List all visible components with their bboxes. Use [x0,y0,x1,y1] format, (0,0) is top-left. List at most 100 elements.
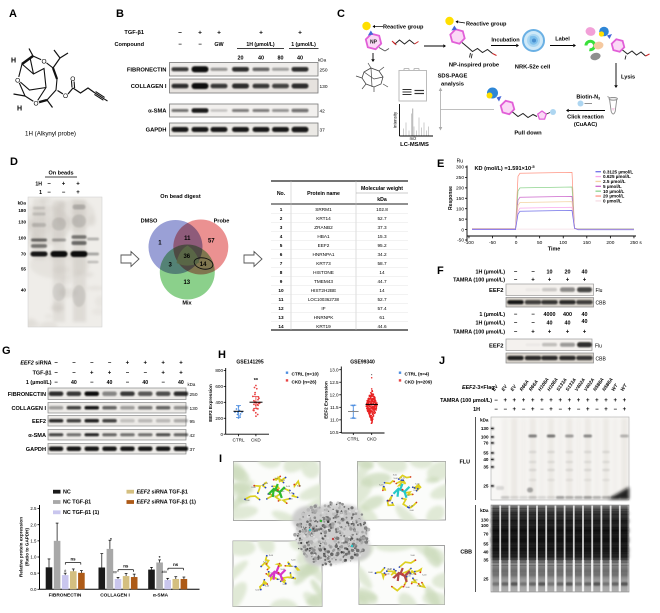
svg-text:40: 40 [297,56,303,62]
svg-text:40: 40 [582,270,588,276]
svg-text:1.0: 1.0 [30,555,37,560]
svg-text:−: − [72,361,76,367]
svg-text:CBB: CBB [596,357,607,363]
svg-text:+: + [217,30,221,37]
svg-text:−: − [126,380,130,386]
svg-text:X-00: X-00 [413,579,418,581]
svg-text:1H (µmol/L): 1H (µmol/L) [246,42,275,48]
svg-text:−: − [143,371,147,377]
svg-text:0: 0 [220,432,223,437]
svg-text:2.0: 2.0 [30,522,37,527]
svg-text:O: O [41,58,46,65]
svg-text:57.4: 57.4 [377,306,387,311]
svg-text:12: 12 [278,306,284,311]
svg-text:36: 36 [183,254,190,260]
svg-text:G: G [2,345,11,357]
svg-text:X-00: X-00 [393,474,398,476]
svg-text:1H (µmol/L): 1H (µmol/L) [476,270,506,276]
svg-text:−: − [577,407,581,413]
svg-text:130: 130 [481,518,489,523]
svg-text:13.0: 13.0 [330,367,339,372]
svg-text:On beads: On beads [48,171,73,177]
svg-text:EEF2-3×Flag: EEF2-3×Flag [462,385,495,391]
svg-text:m/z: m/z [410,136,417,141]
svg-text:#: # [64,569,66,573]
svg-text:+: + [586,407,590,413]
svg-text:X-00: X-00 [271,495,276,497]
svg-text:X-00: X-00 [269,555,274,557]
svg-text:Molecular weight: Molecular weight [361,186,403,192]
svg-text:130: 130 [481,426,489,431]
svg-text:15.3: 15.3 [377,234,387,239]
svg-text:COLLAGEN I: COLLAGEN I [131,84,167,90]
svg-text:+: + [566,278,570,284]
svg-text:X-00: X-00 [291,560,296,562]
svg-text:X-00: X-00 [401,478,406,480]
svg-text:8: 8 [280,270,283,275]
svg-text:GSE99340: GSE99340 [350,360,375,366]
svg-text:11.5: 11.5 [330,405,339,410]
svg-text:H: H [17,106,22,113]
svg-text:14: 14 [278,324,284,329]
svg-text:EEF2: EEF2 [32,419,46,425]
svg-text:−: − [540,407,544,413]
svg-text:−: − [522,407,526,413]
svg-text:+: + [522,398,526,404]
svg-text:α-SMA: α-SMA [28,433,46,439]
svg-text:1H (µmol/L): 1H (µmol/L) [476,321,506,327]
svg-text:X-00: X-00 [251,487,256,489]
svg-text:ns: ns [123,564,129,569]
svg-text:−: − [90,361,94,367]
svg-text:Response: Response [448,186,454,210]
svg-text:1H: 1H [473,407,480,413]
svg-text:I: I [219,453,222,465]
svg-text:FLU: FLU [460,460,471,466]
svg-text:NP: NP [370,40,378,46]
svg-text:CTRL (n=10): CTRL (n=10) [292,372,320,377]
svg-text:TGF-β1: TGF-β1 [33,371,52,377]
svg-text:1: 1 [39,190,42,196]
svg-text:###: ### [162,570,168,574]
svg-text:7: 7 [280,261,283,266]
svg-text:1: 1 [158,240,162,246]
svg-text:35: 35 [483,465,489,470]
svg-text:−: − [72,371,76,377]
svg-text:KRT19: KRT19 [316,324,331,329]
svg-text:EV: EV [510,383,519,392]
svg-text:0.0: 0.0 [30,587,37,592]
svg-text:H: H [11,58,16,65]
svg-text:X-00: X-00 [280,569,285,571]
svg-text:*: * [371,373,373,378]
svg-text:X-00: X-00 [288,578,293,580]
svg-text:40: 40 [565,321,571,327]
svg-text:+: + [143,361,147,367]
svg-text:11: 11 [279,297,284,302]
svg-text:X-00: X-00 [368,572,373,574]
svg-text:Relative protein expression: Relative protein expression [19,517,24,577]
svg-text:+: + [531,278,535,284]
svg-text:52.7: 52.7 [377,216,387,221]
svg-text:(CuAAC): (CuAAC) [574,122,597,128]
svg-text:O: O [63,93,68,100]
svg-text:GW: GW [214,42,224,48]
svg-text:+: + [298,30,302,37]
svg-text:X-00: X-00 [407,574,412,576]
svg-text:52.7: 52.7 [377,297,387,302]
svg-text:0.625 µmol/L: 0.625 µmol/L [603,174,631,179]
svg-text:+: + [513,398,517,404]
svg-text:40: 40 [483,550,489,555]
svg-text:**: ** [254,378,259,384]
svg-text:+: + [531,398,535,404]
svg-text:CTRL: CTRL [347,436,359,441]
svg-text:−: − [47,182,51,188]
svg-text:EEF2: EEF2 [489,288,504,294]
svg-text:KD (mol/L) =1.591×10-5: KD (mol/L) =1.591×10-5 [475,164,536,172]
svg-text:1.5: 1.5 [30,538,37,543]
svg-text:GAPDH: GAPDH [146,128,167,134]
svg-text:1H (Alkynyl probe): 1H (Alkynyl probe) [25,131,76,138]
svg-text:−: − [54,361,58,367]
svg-text:X-00: X-00 [255,590,260,592]
svg-text:40: 40 [178,380,184,386]
svg-text:42: 42 [190,433,196,439]
svg-text:50: 50 [459,217,465,223]
